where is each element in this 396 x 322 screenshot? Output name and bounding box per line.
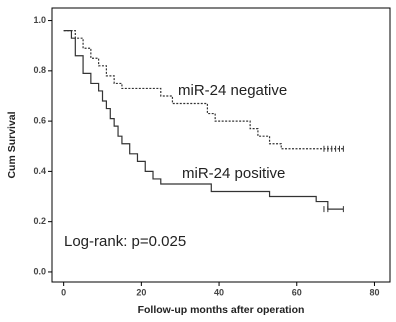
y-axis-title: Cum Survival (6, 111, 18, 178)
y-tick-label: 0.0 (33, 266, 46, 276)
x-axis-title: Follow-up months after operation (138, 304, 305, 316)
x-tick-label: 20 (136, 287, 146, 297)
y-tick-label: 0.8 (33, 65, 46, 75)
annotation: miR-24 negative (178, 82, 287, 99)
x-tick-label: 60 (292, 287, 302, 297)
annotation: miR-24 positive (182, 165, 285, 182)
survival-curve (63, 30, 344, 150)
y-tick-label: 0.4 (33, 166, 46, 176)
survival-curve (63, 30, 344, 210)
x-tick-label: 40 (214, 287, 224, 297)
y-tick-label: 1.0 (33, 15, 46, 25)
x-tick-label: 0 (61, 287, 66, 297)
y-tick-label: 0.2 (33, 216, 46, 226)
y-tick-label: 0.6 (33, 115, 46, 125)
x-tick-label: 80 (369, 287, 379, 297)
plot-frame (51, 7, 391, 283)
annotation: Log-rank: p=0.025 (64, 233, 186, 250)
